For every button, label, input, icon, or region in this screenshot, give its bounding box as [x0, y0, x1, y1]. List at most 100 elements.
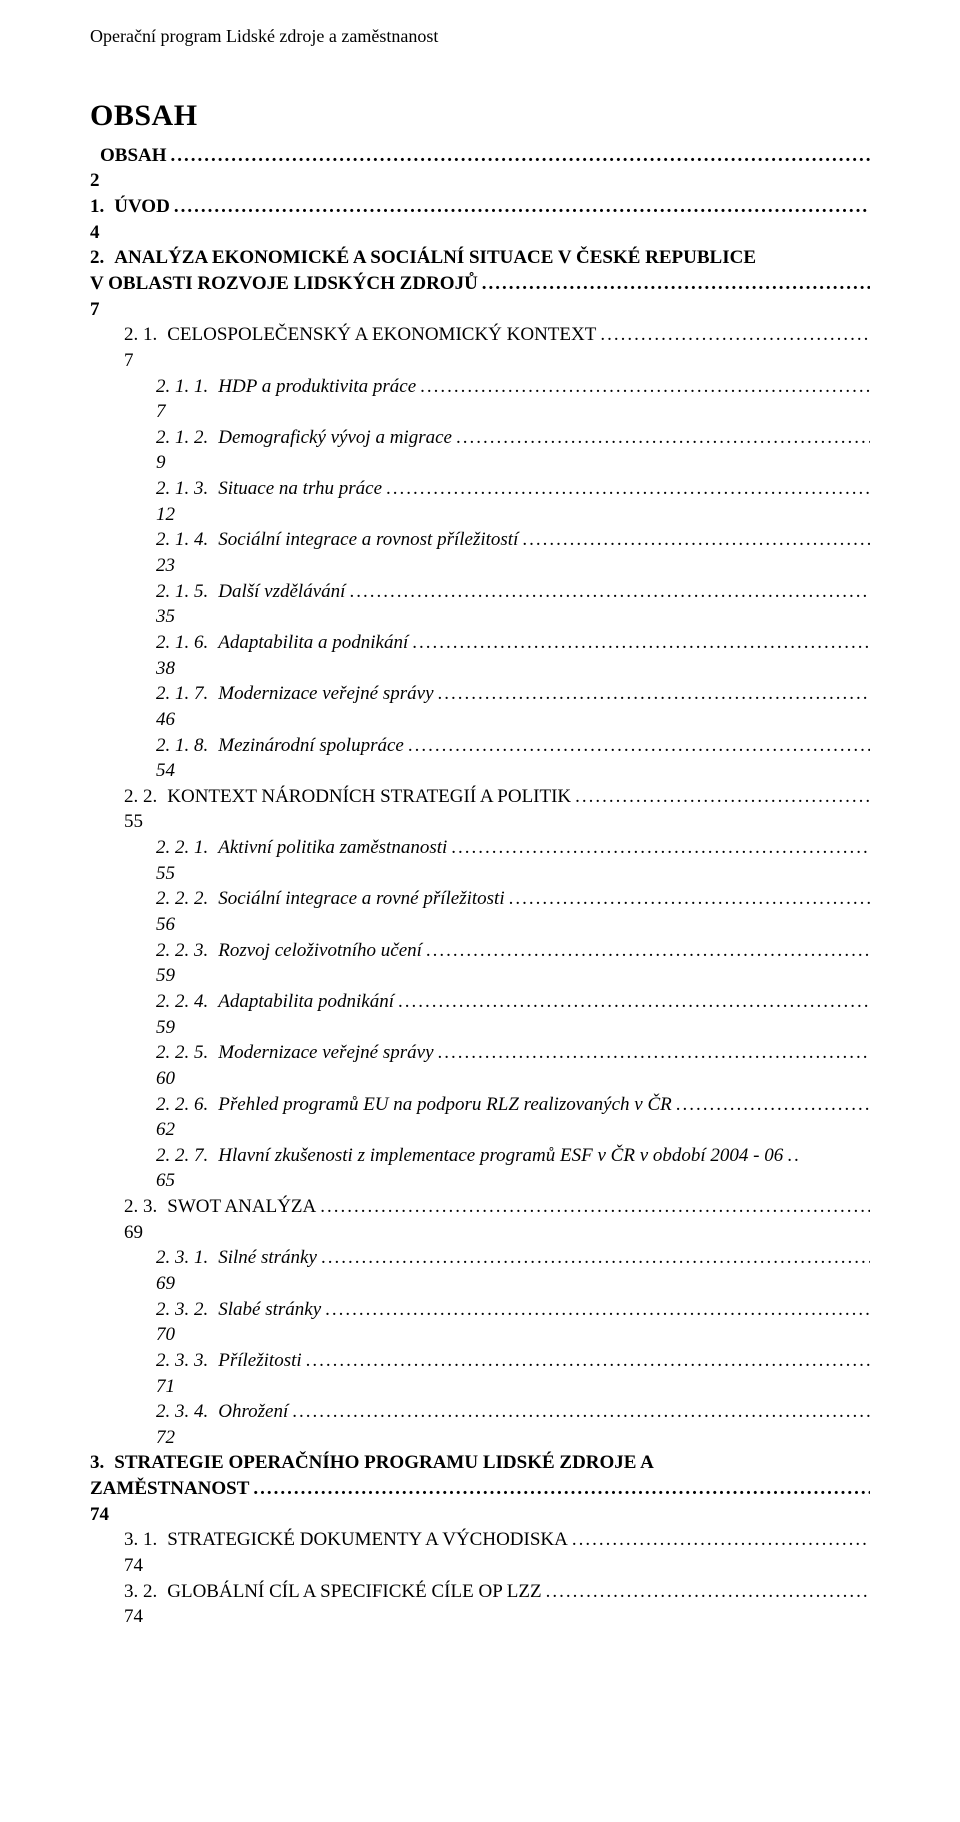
toc-number: 2. 1. 2.	[156, 425, 208, 451]
toc-page-number: 55	[90, 809, 870, 835]
toc-number: 2. 2. 6.	[156, 1092, 208, 1118]
toc-number: 2. 1. 4.	[156, 527, 208, 553]
toc-label: HDP a produktivita práce	[208, 374, 416, 400]
toc-leader-dots: ........................................…	[345, 579, 870, 605]
toc-entry: 2.ANALÝZA EKONOMICKÉ A SOCIÁLNÍ SITUACE …	[90, 245, 870, 271]
toc-number: 2. 2.	[124, 784, 157, 810]
toc-entry: 2. 1.CELOSPOLEČENSKÝ A EKONOMICKÝ KONTEX…	[90, 322, 870, 348]
toc-label: Aktivní politika zaměstnanosti	[208, 835, 447, 861]
toc-label: Modernizace veřejné správy	[208, 1040, 433, 1066]
toc-label: Další vzdělávání	[208, 579, 345, 605]
toc-entry: 2. 3. 1.Silné stránky...................…	[90, 1245, 870, 1271]
toc-number: 2. 2. 7.	[156, 1143, 208, 1169]
toc-leader-dots: ........................................…	[316, 1194, 870, 1220]
toc-number: 2. 1. 5.	[156, 579, 208, 605]
toc-page-number: 46	[90, 707, 870, 733]
toc-leader-dots: ........................................…	[422, 938, 870, 964]
toc-entry: 2. 2. 1.Aktivní politika zaměstnanosti..…	[90, 835, 870, 861]
toc-label: Modernizace veřejné správy	[208, 681, 433, 707]
toc-leader-dots: ........................................…	[434, 1040, 870, 1066]
toc-number: 2. 2. 5.	[156, 1040, 208, 1066]
toc-page-number: 59	[90, 963, 870, 989]
toc-page-number: 59	[90, 1015, 870, 1041]
toc-label: V OBLASTI ROZVOJE LIDSKÝCH ZDROJŮ	[90, 271, 478, 297]
toc-number: 2. 2. 1.	[156, 835, 208, 861]
toc-entry-continuation: V OBLASTI ROZVOJE LIDSKÝCH ZDROJŮ.......…	[90, 271, 870, 297]
toc-label: Slabé stránky	[208, 1297, 321, 1323]
toc-entry: 2. 1. 2.Demografický vývoj a migrace....…	[90, 425, 870, 451]
toc-page-number: 56	[90, 912, 870, 938]
toc-number: 2. 3.	[124, 1194, 157, 1220]
toc-number: 2. 3. 4.	[156, 1399, 208, 1425]
toc-label: KONTEXT NÁRODNÍCH STRATEGIÍ A POLITIK	[157, 784, 571, 810]
toc-leader-dots: ........................................…	[321, 1297, 870, 1323]
table-of-contents: OBSAH...................................…	[90, 143, 870, 1630]
toc-leader-dots: ........................................…	[447, 835, 870, 861]
toc-page-number: 54	[90, 758, 870, 784]
toc-page-number: 72	[90, 1425, 870, 1451]
toc-label: Přehled programů EU na podporu RLZ reali…	[208, 1092, 672, 1118]
toc-number: 3. 1.	[124, 1527, 157, 1553]
toc-entry: 2. 3. 4.Ohrožení........................…	[90, 1399, 870, 1425]
toc-entry: 2. 1. 6.Adaptabilita a podnikání........…	[90, 630, 870, 656]
toc-leader-dots: ........................................…	[434, 681, 870, 707]
toc-page-number: 69	[90, 1220, 870, 1246]
toc-leader-dots: ........................................…	[382, 476, 870, 502]
toc-label: Situace na trhu práce	[208, 476, 382, 502]
toc-leader-dots: ........................................…	[288, 1399, 870, 1425]
toc-label: ÚVOD	[104, 194, 170, 220]
toc-entry: 2. 2.KONTEXT NÁRODNÍCH STRATEGIÍ A POLIT…	[90, 784, 870, 810]
toc-page-number: 7	[90, 348, 870, 374]
toc-number: 2. 1. 7.	[156, 681, 208, 707]
toc-label: GLOBÁLNÍ CÍL A SPECIFICKÉ CÍLE OP LZZ	[157, 1579, 541, 1605]
toc-page-number: 7	[90, 297, 870, 323]
toc-entry: 2. 3. 2.Slabé stránky...................…	[90, 1297, 870, 1323]
toc-number: 2. 3. 2.	[156, 1297, 208, 1323]
toc-page-number: 2	[90, 168, 870, 194]
toc-page-number: 70	[90, 1322, 870, 1348]
toc-entry: 3. 2.GLOBÁLNÍ CÍL A SPECIFICKÉ CÍLE OP L…	[90, 1579, 870, 1605]
toc-label: Sociální integrace a rovné příležitosti	[208, 886, 504, 912]
toc-number: 3. 2.	[124, 1579, 157, 1605]
toc-leader-dots: ........................................…	[394, 989, 870, 1015]
toc-entry: 2. 1. 7.Modernizace veřejné správy......…	[90, 681, 870, 707]
toc-entry: 2. 2. 3.Rozvoj celoživotního učení......…	[90, 938, 870, 964]
toc-number: 2. 2. 3.	[156, 938, 208, 964]
toc-page-number: 9	[90, 450, 870, 476]
toc-entry: 2. 1. 1.HDP a produktivita práce........…	[90, 374, 870, 400]
toc-label: Silné stránky	[208, 1245, 317, 1271]
toc-leader-dots: ........................................…	[518, 527, 870, 553]
toc-number: 2. 3. 3.	[156, 1348, 208, 1374]
toc-entry: 2. 2. 6.Přehled programů EU na podporu R…	[90, 1092, 870, 1118]
toc-page-number: 71	[90, 1374, 870, 1400]
toc-page-number: 74	[90, 1604, 870, 1630]
toc-label: OBSAH	[90, 143, 167, 169]
toc-entry: 2. 2. 4.Adaptabilita podnikání..........…	[90, 989, 870, 1015]
toc-page-number: 65	[90, 1168, 870, 1194]
document-header: Operační program Lidské zdroje a zaměstn…	[90, 24, 870, 48]
toc-entry: 3.STRATEGIE OPERAČNÍHO PROGRAMU LIDSKÉ Z…	[90, 1450, 870, 1476]
toc-leader-dots: ........................................…	[478, 271, 870, 297]
toc-entry: 2. 1. 3.Situace na trhu práce...........…	[90, 476, 870, 502]
toc-page-number: 23	[90, 553, 870, 579]
toc-number: 2. 1. 1.	[156, 374, 208, 400]
toc-leader-dots: ........................................…	[452, 425, 870, 451]
toc-entry: 1.ÚVOD..................................…	[90, 194, 870, 220]
toc-number: 2. 2. 2.	[156, 886, 208, 912]
toc-label: SWOT ANALÝZA	[157, 1194, 316, 1220]
toc-leader-dots: ..	[783, 1143, 870, 1169]
toc-leader-dots: ........................................…	[404, 733, 870, 759]
toc-page-number: 60	[90, 1066, 870, 1092]
toc-page-number: 74	[90, 1502, 870, 1528]
toc-number: 2.	[90, 245, 104, 271]
toc-entry: 2. 2. 7.Hlavní zkušenosti z implementace…	[90, 1143, 870, 1169]
toc-leader-dots: ........................................…	[505, 886, 870, 912]
toc-page-number: 12	[90, 502, 870, 528]
toc-label: Adaptabilita a podnikání	[208, 630, 408, 656]
toc-number: 2. 1. 8.	[156, 733, 208, 759]
toc-number: 2. 1. 3.	[156, 476, 208, 502]
toc-label: STRATEGIE OPERAČNÍHO PROGRAMU LIDSKÉ ZDR…	[104, 1450, 654, 1476]
toc-entry-continuation: ZAMĚSTNANOST............................…	[90, 1476, 870, 1502]
toc-leader-dots: ........................................…	[249, 1476, 870, 1502]
toc-label: Hlavní zkušenosti z implementace program…	[208, 1143, 783, 1169]
